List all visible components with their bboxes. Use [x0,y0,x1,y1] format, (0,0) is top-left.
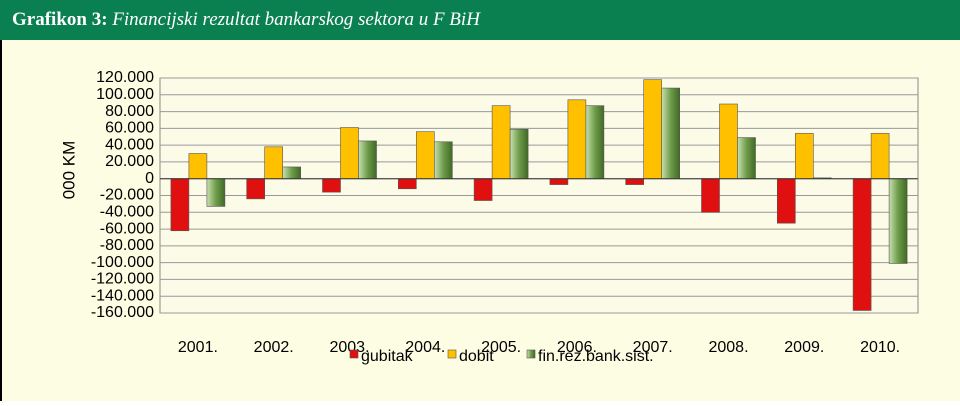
bar [719,103,738,180]
y-axis-label: 000 KM [59,141,78,200]
bar [246,178,265,200]
y-tick-label: -160.000 [91,304,154,321]
x-tick-label: 2004. [405,339,445,356]
x-tick-label: 2009. [784,339,824,356]
x-tick-label: 2006. [557,339,597,356]
y-tick-label: 100.000 [96,86,154,103]
x-tick-label: 2010. [860,339,900,356]
bar [433,141,453,180]
legend-swatch [526,349,536,359]
bar [737,137,756,180]
bar [322,178,341,193]
y-tick-label: -40.000 [100,204,154,221]
x-tick-label: 2003. [329,339,369,356]
title-text: Financijski rezultat bankarskog sektora … [111,9,481,30]
y-tick-label: 80.000 [105,103,154,120]
y-tick-label: 20.000 [105,153,154,170]
y-tick-label: -60.000 [100,220,154,237]
legend-label: dobit [459,348,494,365]
bar [340,127,359,180]
legend-swatch [349,349,359,359]
bar [794,133,814,180]
bar [188,153,208,180]
bar [776,178,796,224]
bar [491,105,511,180]
bar [170,178,190,232]
bar [282,166,302,180]
y-tick-label: -80.000 [100,237,154,254]
bar [585,105,605,180]
y-tick-label: 60.000 [105,120,154,137]
bar [473,178,493,201]
y-tick-label: -120.000 [91,271,154,288]
y-tick-label: -20.000 [100,187,154,204]
bar [567,99,587,180]
x-tick-label: 2008. [708,339,748,356]
legend-swatch [447,349,457,359]
bar [643,79,663,180]
x-tick-label: 2007. [633,339,673,356]
bar [206,178,226,207]
x-tick-label: 2002. [254,339,294,356]
legend-label: fin.rez.bank.sist. [538,348,654,365]
chart-title: Grafikon 3: Financijski rezultat bankars… [12,9,481,30]
legend-label: gubitak [361,348,414,365]
bar [852,178,872,311]
title-label: Grafikon 3: [12,9,108,30]
bar [264,146,284,180]
bar [509,128,529,180]
y-tick-label: 0 [145,170,154,187]
x-tick-label: 2005. [481,339,521,356]
bar [415,131,435,180]
x-tick-label: 2001. [178,339,218,356]
bar [358,140,377,180]
bar [397,178,417,190]
bar [701,178,720,213]
y-tick-label: 120.000 [96,69,154,86]
bar [625,178,645,185]
bar [549,178,569,185]
bar [661,87,681,180]
bar [870,133,890,180]
bar [888,178,908,264]
header [0,0,960,40]
y-tick-label: -140.000 [91,287,154,304]
y-tick-label: 40.000 [105,136,154,153]
y-tick-label: -100.000 [91,254,154,271]
